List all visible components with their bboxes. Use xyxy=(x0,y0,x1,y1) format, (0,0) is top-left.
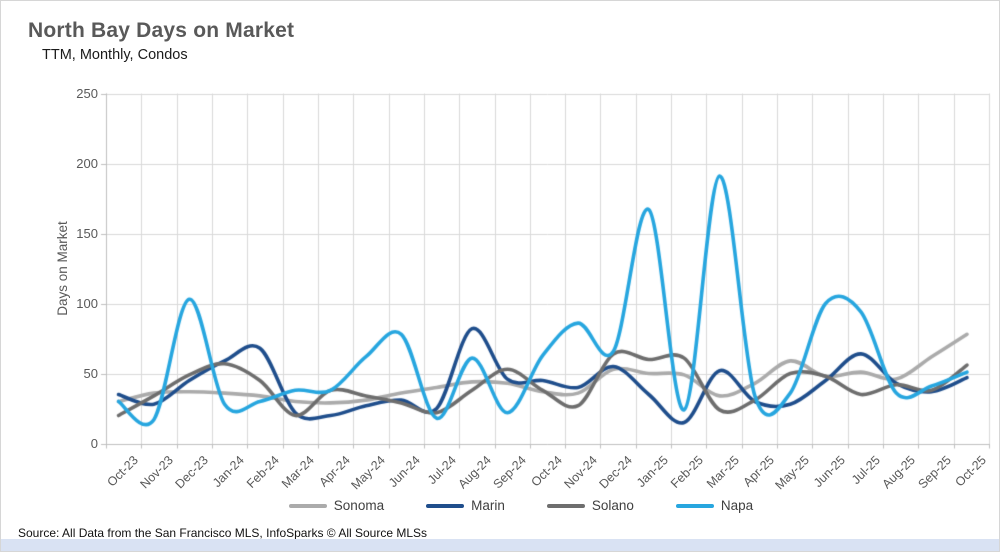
legend-label: Napa xyxy=(720,498,754,513)
y-tick-label: 0 xyxy=(90,436,98,451)
y-tick-label: 50 xyxy=(83,366,98,381)
legend-line-swatch xyxy=(426,503,465,508)
footer-bar xyxy=(1,539,999,551)
chart-legend: Sonoma Marin Solano Napa xyxy=(41,498,999,513)
source-note: Source: All Data from the San Francisco … xyxy=(18,526,428,540)
legend-label: Solano xyxy=(591,498,634,513)
legend-line-swatch xyxy=(675,503,714,508)
y-tick-label: 250 xyxy=(76,86,98,101)
legend-item-napa: Napa xyxy=(675,498,754,513)
legend-label: Sonoma xyxy=(333,498,385,513)
y-tick-label: 200 xyxy=(76,156,98,171)
legend-item-solano: Solano xyxy=(546,498,634,513)
y-tick-label: 150 xyxy=(76,226,98,241)
legend-item-marin: Marin xyxy=(426,498,505,513)
y-tick-label: 100 xyxy=(76,296,98,311)
legend-label: Marin xyxy=(471,498,505,513)
legend-item-sonoma: Sonoma xyxy=(288,498,385,513)
legend-line-swatch xyxy=(288,503,327,508)
legend-line-swatch xyxy=(546,503,585,508)
